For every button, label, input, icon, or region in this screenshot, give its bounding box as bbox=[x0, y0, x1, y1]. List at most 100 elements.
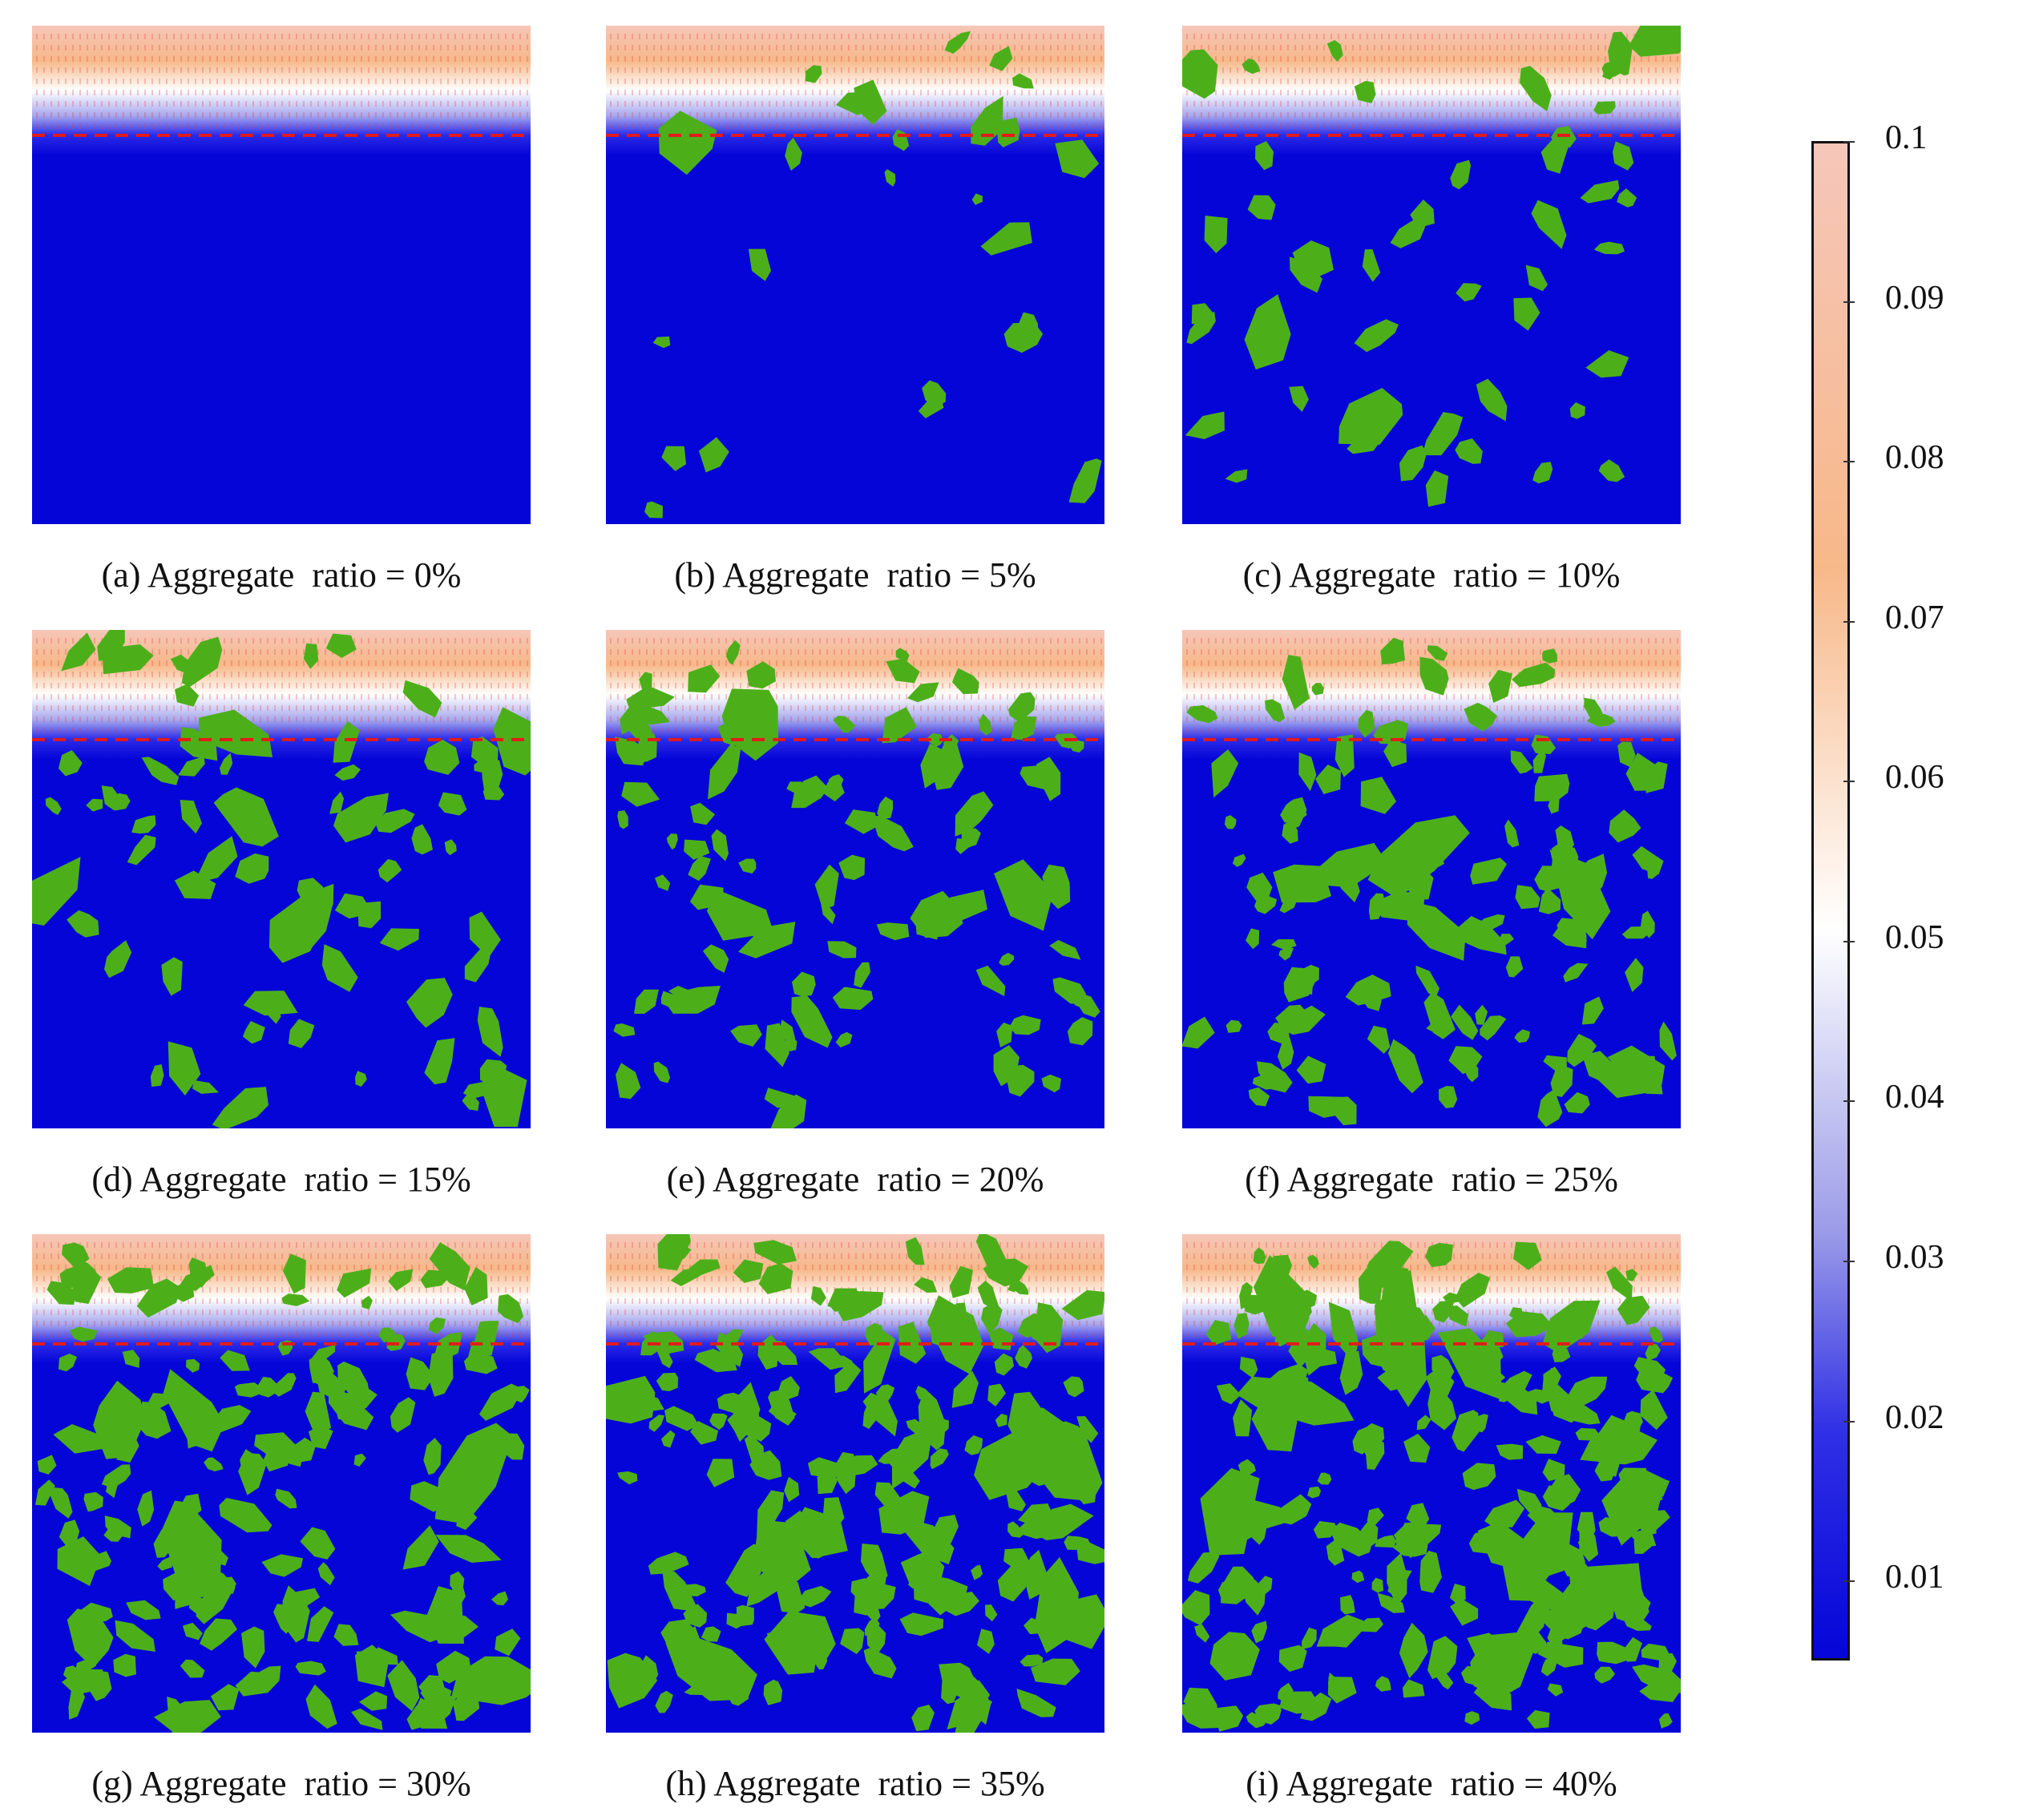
aggregate-particle bbox=[414, 1697, 448, 1729]
aggregate-particle bbox=[1248, 1087, 1270, 1107]
aggregate-particle bbox=[242, 1021, 265, 1044]
aggregate-particle bbox=[1282, 655, 1310, 710]
aggregate-particle bbox=[456, 1511, 478, 1531]
aggregate-particle bbox=[661, 446, 687, 471]
panel-d bbox=[32, 630, 531, 1128]
aggregate-particle bbox=[1211, 749, 1239, 798]
aggregate-particle bbox=[1581, 996, 1604, 1025]
concentration-field-a bbox=[32, 26, 531, 524]
aggregate-particle bbox=[971, 95, 1003, 146]
aggregate-particle bbox=[1387, 648, 1403, 663]
aggregate-particle bbox=[688, 855, 711, 882]
aggregate-particle bbox=[424, 1038, 455, 1085]
aggregate-particle bbox=[1464, 702, 1498, 732]
aggregate-particle bbox=[418, 1675, 446, 1699]
aggregate-particle bbox=[1532, 749, 1546, 773]
aggregate-particle bbox=[317, 1562, 335, 1586]
aggregate-particle bbox=[1531, 200, 1567, 249]
aggregate-particle bbox=[1354, 81, 1376, 103]
aggregate-particle bbox=[333, 793, 389, 843]
aggregate-particle bbox=[1629, 26, 1681, 57]
aggregate-particle bbox=[141, 757, 180, 785]
aggregate-particle bbox=[1410, 200, 1435, 228]
panel-f bbox=[1182, 630, 1681, 1128]
aggregate-particle bbox=[86, 798, 103, 812]
aggregate-particle bbox=[50, 1487, 73, 1519]
aggregate-particle bbox=[799, 1008, 821, 1027]
aggregate-particle bbox=[1311, 683, 1324, 696]
aggregate-particle bbox=[1008, 692, 1036, 723]
aggregate-particle bbox=[1456, 283, 1482, 302]
aggregate-particle bbox=[429, 1242, 470, 1291]
aggregate-particle bbox=[37, 1455, 57, 1475]
aggregate-particle bbox=[1186, 311, 1216, 345]
aggregate-particle bbox=[175, 684, 200, 707]
aggregate-particle bbox=[402, 680, 442, 718]
aggregate-particle bbox=[1012, 73, 1034, 89]
aggregate-particle bbox=[832, 987, 874, 1011]
aggregate-particle bbox=[1542, 648, 1557, 664]
panel-a bbox=[32, 26, 531, 524]
aggregate-particle bbox=[67, 910, 99, 938]
aggregate-particle bbox=[907, 682, 939, 703]
aggregate-particle bbox=[738, 858, 757, 874]
aggregate-particle bbox=[1296, 1055, 1326, 1084]
aggregate-particle bbox=[59, 1519, 80, 1546]
aggregate-particle bbox=[1009, 1015, 1041, 1035]
aggregate-particle bbox=[337, 1268, 372, 1298]
aggregate-particle bbox=[1548, 793, 1560, 814]
aggregate-particle bbox=[355, 1071, 367, 1087]
aggregate-particle bbox=[1362, 249, 1381, 282]
aggregate-particle bbox=[204, 1567, 236, 1595]
aggregate-particle bbox=[765, 1023, 789, 1067]
aggregate-particle bbox=[1476, 378, 1508, 422]
aggregate-particle bbox=[979, 713, 992, 736]
aggregate-particle bbox=[613, 1023, 636, 1037]
aggregate-particle bbox=[357, 901, 382, 929]
aggregate-particle bbox=[1462, 1059, 1479, 1083]
aggregate-particle bbox=[1403, 849, 1420, 868]
panel-caption-d: (d) Aggregate ratio = 15% bbox=[91, 1160, 471, 1199]
aggregate-particle bbox=[821, 903, 836, 925]
aggregate-particle bbox=[1242, 59, 1261, 75]
aggregate-particle bbox=[877, 796, 894, 820]
aggregate-particle bbox=[305, 1684, 337, 1729]
aggregate-particle bbox=[1354, 319, 1399, 353]
aggregate-particle bbox=[46, 1281, 76, 1305]
aggregate-particle bbox=[690, 802, 716, 825]
aggregate-particle bbox=[666, 833, 678, 850]
aggregate-particle bbox=[653, 1061, 671, 1084]
aggregate-particle bbox=[634, 989, 659, 1014]
aggregate-particle bbox=[212, 1087, 269, 1128]
aggregate-particle bbox=[1367, 1025, 1391, 1054]
aggregate-particle bbox=[305, 1391, 332, 1436]
aggregate-particle bbox=[730, 1024, 762, 1047]
panel-caption-a: (a) Aggregate ratio = 0% bbox=[101, 555, 462, 595]
aggregate-particle bbox=[32, 857, 81, 926]
aggregate-particle bbox=[200, 1618, 238, 1651]
aggregate-particle bbox=[1341, 858, 1366, 874]
aggregate-particle bbox=[814, 864, 839, 910]
aggregate-particle bbox=[1609, 809, 1641, 843]
aggregate-particle bbox=[617, 810, 628, 829]
aggregate-particle bbox=[1514, 1029, 1530, 1043]
aggregate-particle bbox=[975, 965, 1006, 997]
aggregate-particle bbox=[107, 1267, 155, 1293]
concentration-field-g bbox=[32, 1234, 531, 1733]
aggregate-particle bbox=[838, 854, 866, 881]
aggregate-particle bbox=[61, 632, 96, 672]
aggregate-particle bbox=[390, 1610, 440, 1643]
aggregate-particle bbox=[378, 1327, 396, 1343]
aggregate-particle bbox=[1225, 1019, 1242, 1033]
aggregate-particle bbox=[297, 878, 324, 906]
aggregate-particle bbox=[1470, 858, 1508, 885]
aggregate-particle bbox=[440, 1616, 460, 1640]
aggregate-particle bbox=[1315, 765, 1341, 794]
aggregate-particle bbox=[1011, 716, 1036, 741]
aggregate-particle bbox=[827, 941, 857, 958]
aggregate-particle bbox=[1182, 49, 1218, 99]
aggregate-particle bbox=[1512, 662, 1556, 688]
aggregate-particle bbox=[927, 732, 944, 747]
aggregate-particle bbox=[828, 774, 844, 790]
aggregate-particle bbox=[210, 1684, 240, 1711]
